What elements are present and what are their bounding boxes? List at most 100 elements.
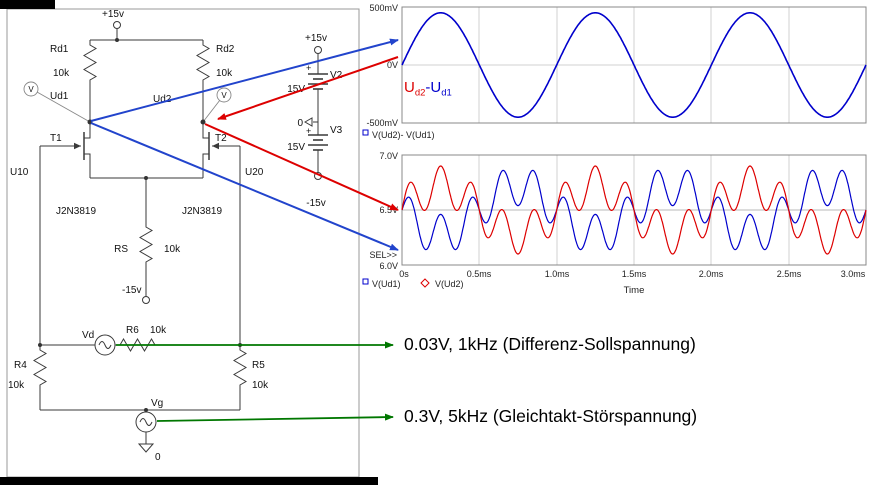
time-axis-label: Time: [624, 285, 645, 296]
t2-jfet-icon: [202, 125, 232, 167]
v3-label: V3: [330, 125, 343, 136]
diff-label-a-sub: d2: [415, 88, 426, 99]
ud2-label: Ud2: [153, 94, 172, 105]
plot-outputs-xticks: 0s 0.5ms 1.0ms 1.5ms 2.0ms 2.5ms 3.0ms: [399, 269, 866, 279]
ytick: 0V: [387, 60, 398, 70]
wave-diff: [401, 12, 867, 118]
rd2-value: 10k: [216, 68, 233, 79]
sup-vee-label: -15v: [306, 198, 325, 209]
ytick: 6.0V: [379, 261, 398, 271]
connection-arrows: [90, 38, 399, 422]
t2-model-label: J2N3819: [182, 206, 222, 217]
diff-label-a: U: [404, 79, 415, 96]
u20-label: U20: [245, 167, 264, 178]
plot-diff-yticks: 500mV 0V -500mV: [366, 3, 398, 128]
schematic-frame: [6, 8, 360, 478]
legend-square-icon: [362, 129, 369, 136]
rs-label: RS: [114, 244, 128, 255]
r5-value: 10k: [252, 380, 269, 391]
ytick: 7.0V: [379, 151, 398, 161]
arrow-ud2-to-output-plot: [204, 123, 399, 211]
zero-net-marker-icon: [303, 117, 313, 127]
voltage-probe-1: [23, 81, 91, 123]
ytick: -500mV: [366, 118, 398, 128]
v3-value: 15V: [287, 142, 305, 153]
sup-vcc-label: +15v: [305, 33, 327, 44]
ytick: 500mV: [369, 3, 398, 13]
t1-model-label: J2N3819: [56, 206, 96, 217]
t2-label: T2: [215, 133, 227, 144]
v2-plus-sign: +: [306, 63, 311, 73]
v3-plus-sign: +: [306, 126, 311, 136]
diff-signal-label: Ud2-Ud1: [404, 79, 452, 99]
rd1-label: Rd1: [50, 44, 69, 55]
xtick: 2.5ms: [777, 269, 802, 279]
top-left-black-bar: [0, 0, 55, 9]
u10-label: U10: [10, 167, 29, 178]
r4-label: R4: [14, 360, 27, 371]
legend-square-icon: [362, 278, 369, 285]
r5-label: R5: [252, 360, 265, 371]
legend-ud1-label: V(Ud1): [372, 279, 401, 289]
schematic-labels: +15v Rd1 10k Rd2 10k V V Ud1 Ud2 T1 T2 U…: [8, 9, 343, 463]
vd-label: Vd: [82, 330, 94, 341]
arrow-diff-plot-to-ud2: [217, 56, 399, 120]
r6-label: R6: [126, 325, 139, 336]
vee-label: -15v: [122, 285, 141, 296]
arrow-ud1-to-diff-plot: [90, 38, 399, 122]
r6-value: 10k: [150, 325, 167, 336]
probe1-v-label: V: [28, 85, 34, 94]
junction-dots: [38, 38, 242, 412]
ud1-label: Ud1: [50, 91, 69, 102]
xtick: 0s: [399, 269, 409, 279]
xtick: 0.5ms: [467, 269, 492, 279]
sel-label: SEL>>: [369, 250, 397, 260]
v2-value: 15V: [287, 84, 305, 95]
ud2-node: [200, 119, 206, 125]
vg-label: Vg: [151, 398, 163, 409]
vcc-label: +15v: [102, 9, 124, 20]
plot-diff: 500mV 0V -500mV V(Ud2)- V(Ud1) Ud2-Ud1: [362, 3, 867, 140]
wave-ud2: [401, 165, 867, 255]
vg-source-icon: [135, 411, 157, 433]
r4-value: 10k: [8, 380, 25, 391]
ytick: 6.5V: [379, 205, 398, 215]
rd2-label: Rd2: [216, 44, 235, 55]
xtick: 2.0ms: [699, 269, 724, 279]
xtick: 1.0ms: [545, 269, 570, 279]
rs-value: 10k: [164, 244, 181, 255]
legend-diamond-icon: [420, 278, 430, 288]
t1-jfet-icon: [61, 125, 91, 167]
v2-label: V2: [330, 70, 343, 81]
voltage-probe-2: [202, 87, 232, 123]
annotation-differential-source: 0.03V, 1kHz (Differenz-Sollspannung): [404, 334, 696, 354]
vd-source-icon: [94, 334, 116, 356]
rd2-resistor: [196, 39, 210, 96]
rd1-value: 10k: [53, 68, 70, 79]
vcc-node-icon: [113, 21, 121, 29]
bottom-black-bar: [0, 477, 378, 485]
wires: [39, 28, 319, 444]
arrow-ud1-to-output-plot: [90, 122, 399, 251]
schematic: [6, 8, 360, 478]
r5-resistor: [233, 344, 247, 401]
r4-resistor: [33, 344, 47, 401]
plot-outputs: 7.0V 6.5V SEL>> 6.0V 0s 0.5ms 1.0ms 1.5m…: [362, 151, 867, 296]
rs-resistor: [139, 221, 153, 278]
xtick: 3.0ms: [841, 269, 866, 279]
annotation-common-mode-source: 0.3V, 5kHz (Gleichtakt-Störspannung): [404, 406, 698, 426]
ground-label: 0: [155, 452, 161, 463]
diff-label-b: -U: [425, 79, 441, 96]
zero-net-label: 0: [297, 118, 303, 129]
plot-outputs-yticks: 7.0V 6.5V SEL>> 6.0V: [369, 151, 398, 271]
plot-diff-legend-label: V(Ud2)- V(Ud1): [372, 130, 435, 140]
probe2-v-label: V: [221, 91, 227, 100]
vee-node-icon: [142, 296, 150, 304]
arrow-vg-to-annotation: [156, 413, 394, 422]
diff-label-b-sub: d1: [441, 88, 452, 99]
t1-label: T1: [50, 133, 62, 144]
rd1-resistor: [83, 39, 97, 96]
legend-ud2-label: V(Ud2): [435, 279, 464, 289]
